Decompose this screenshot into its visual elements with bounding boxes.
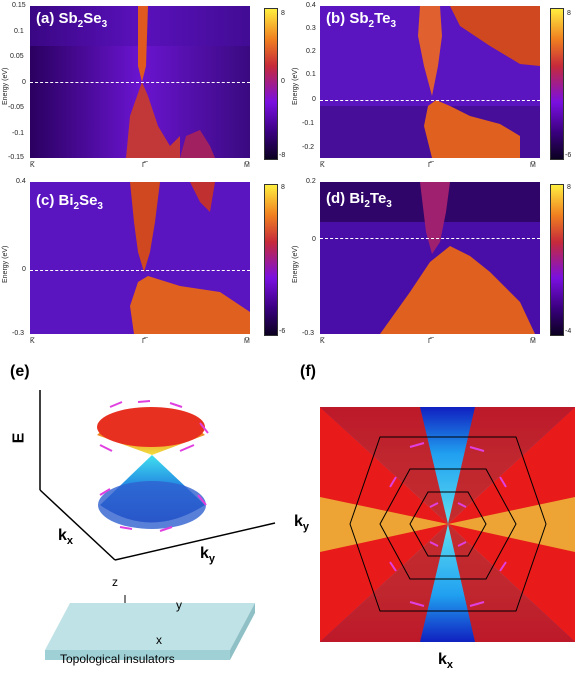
cbtick-a-4: 0 <box>281 78 285 85</box>
cbtick-c-0: 8 <box>281 184 285 191</box>
fermi-line-a <box>30 82 250 83</box>
ytick-b-4: 0 <box>312 96 316 103</box>
band-plot-c: (c) Bi2Se3 <box>30 182 250 334</box>
fermi-line-d <box>320 238 540 239</box>
axis-z-label: z <box>112 575 118 589</box>
panel-b: Energy (eV) (b) Sb2Te3 0.4 0.3 0.2 0.1 0… <box>290 0 575 180</box>
spin-texture-svg <box>320 407 575 642</box>
ytick-b-6: -0.2 <box>302 144 315 151</box>
cbtick-d-6: -4 <box>565 328 572 335</box>
panel-c: Energy (eV) (c) Bi2Se3 0.4 0 -0.3 K̅ Γ̅ … <box>0 178 290 350</box>
ytick-a-4: -0.05 <box>8 104 24 111</box>
cbtick-c-7: -6 <box>279 328 286 335</box>
panel-d: Energy (eV) (d) Bi2Te3 0.2 0 -0.3 K̅ Γ̅ … <box>290 178 575 350</box>
xtick-c-2: M̅ <box>244 338 250 345</box>
xtick-a-1: Γ̅ <box>142 162 146 169</box>
ytick-a-0: 0.15 <box>12 2 26 9</box>
panel-e: (e) E kx ky z y <box>0 355 290 680</box>
title-c: (c) Bi2Se3 <box>36 192 103 212</box>
ytick-c-0: 0.4 <box>16 178 26 185</box>
ytick-c-7: -0.3 <box>12 330 25 337</box>
axis-ky-f: ky <box>294 513 310 534</box>
panel-f: (f) ky kx <box>290 355 575 680</box>
ytick-b-1: 0.3 <box>306 25 316 32</box>
ytick-b-3: 0.1 <box>306 71 316 78</box>
ytick-d-0: 0.2 <box>306 178 316 185</box>
title-a: (a) Sb2Se3 <box>36 10 108 30</box>
xtick-a-0: K̅ <box>30 162 35 169</box>
band-plot-a: (a) Sb2Se3 <box>30 6 250 158</box>
ytick-a-3: 0 <box>22 79 26 86</box>
slab-label: Topological insulators <box>60 652 175 666</box>
fermi-line-b <box>320 100 540 101</box>
ytick-b-5: -0.1 <box>302 120 315 127</box>
ytick-a-2: 0.05 <box>10 53 24 60</box>
ytick-d-2: 0 <box>312 236 316 243</box>
band-plot-d: (d) Bi2Te3 <box>320 182 540 334</box>
axis-E: E <box>10 432 28 444</box>
label-e: (e) <box>10 363 30 380</box>
band-plot-b: (b) Sb2Te3 <box>320 6 540 158</box>
xtick-b-1: Γ̅ <box>428 162 432 169</box>
colorbar-c <box>264 184 278 336</box>
cbtick-b-0: 8 <box>567 10 571 17</box>
colorbar-a <box>264 8 278 160</box>
xtick-b-2: M̅ <box>530 162 536 169</box>
xtick-d-0: K̅ <box>320 338 325 345</box>
title-b: (b) Sb2Te3 <box>326 10 397 30</box>
xtick-c-0: K̅ <box>30 338 35 345</box>
colorbar-d <box>550 184 564 336</box>
ytick-b-2: 0.2 <box>306 48 316 55</box>
ytick-d-5: -0.3 <box>302 330 315 337</box>
cbtick-a-8: -8 <box>279 152 286 159</box>
band-svg-c <box>30 182 250 334</box>
ytick-b-0: 0.4 <box>306 2 316 9</box>
ytick-a-1: 0.1 <box>14 28 24 35</box>
cbtick-d-0: 8 <box>567 184 571 191</box>
ylabel-b: Energy (eV) <box>292 67 299 105</box>
xtick-d-2: M̅ <box>530 338 536 345</box>
cbtick-b-7: -6 <box>565 152 572 159</box>
xtick-b-0: K̅ <box>320 162 325 169</box>
xtick-a-2: M̅ <box>244 162 250 169</box>
axis-ky: ky <box>200 545 216 566</box>
title-d: (d) Bi2Te3 <box>326 190 392 210</box>
ylabel-a: Energy (eV) <box>2 67 9 105</box>
fermi-line-c <box>30 270 250 271</box>
axis-y-label: y <box>176 598 182 612</box>
ylabel-c: Energy (eV) <box>2 245 9 283</box>
dirac-cone-svg <box>39 390 276 660</box>
axis-kx-f: kx <box>438 651 454 672</box>
label-f: (f) <box>300 363 316 380</box>
ytick-a-6: -0.15 <box>8 154 24 161</box>
axis-kx: kx <box>58 527 74 548</box>
colorbar-b <box>550 8 564 160</box>
axis-x-label: x <box>156 633 162 647</box>
ytick-a-5: -0.1 <box>12 130 25 137</box>
cbtick-a-0: 8 <box>281 10 285 17</box>
band-svg-b <box>320 6 540 158</box>
band-svg-d <box>320 182 540 334</box>
xtick-c-1: Γ̅ <box>142 338 146 345</box>
ytick-c-4: 0 <box>22 266 26 273</box>
panel-a: Energy (eV) (a) Sb2Se3 0.15 0.1 0.05 0 -… <box>0 0 290 180</box>
xtick-d-1: Γ̅ <box>428 338 432 345</box>
ylabel-d: Energy (eV) <box>292 245 299 283</box>
